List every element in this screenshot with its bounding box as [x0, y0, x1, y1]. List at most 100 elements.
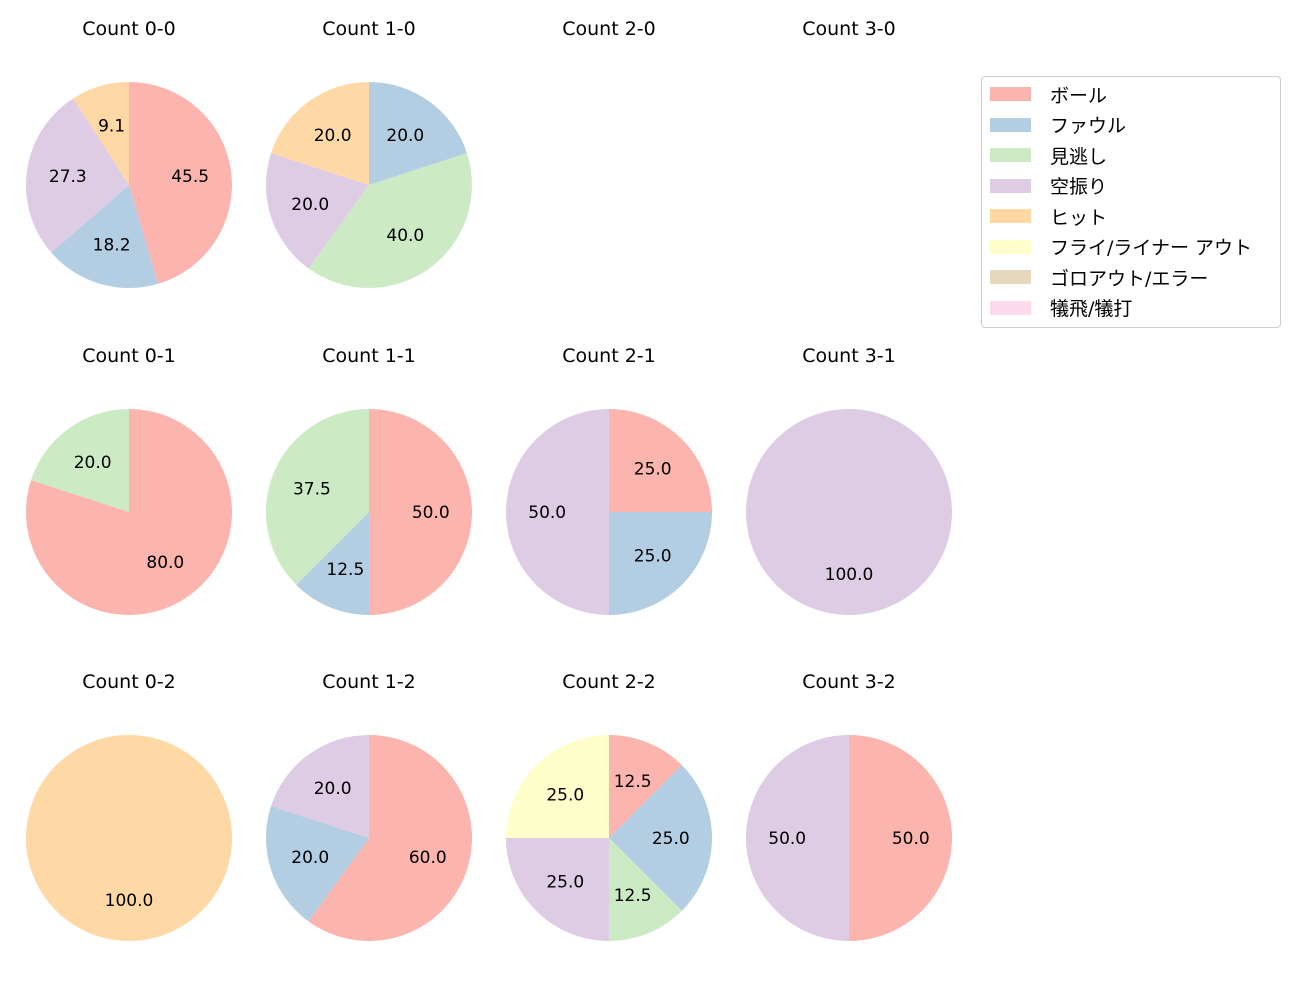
slice-label: 50.0 [892, 829, 930, 849]
pie-slice [506, 838, 609, 941]
legend: ボールファウル見逃し空振りヒットフライ/ライナー アウト ゴロアウト/エラー 犠飛/… [981, 76, 1281, 328]
pie-chart: Count 1-1 50.0 12.5 37.5 [266, 345, 472, 615]
pie-title: Count 2-1 [562, 345, 656, 367]
pie-slice [271, 735, 369, 838]
pie-slice [308, 153, 473, 288]
slice-label: 12.5 [326, 560, 364, 580]
pie-slice [746, 409, 952, 615]
legend-swatch [990, 117, 1031, 132]
pie-chart: Count 2-1 25.0 25.0 50.0 [506, 345, 712, 615]
legend-label: ヒット [1050, 206, 1108, 229]
legend-swatch [990, 178, 1031, 193]
pie-title: Count 2-0 [562, 18, 656, 40]
slice-label: 25.0 [634, 459, 672, 479]
legend-label: 犠飛/犠打 [1050, 298, 1133, 320]
pie-chart: Count 0-2 100.0 [26, 671, 232, 941]
legend-item: ファウル [990, 115, 1126, 137]
slice-label: 9.1 [98, 117, 125, 137]
pie-chart: Count 1-2 60.0 20.0 20.0 [266, 671, 473, 942]
slice-label: 50.0 [768, 829, 806, 849]
pie-slice [369, 82, 467, 185]
pie-slice [849, 735, 952, 941]
slice-label: 80.0 [146, 553, 184, 573]
slice-label: 20.0 [291, 848, 329, 868]
pie-chart: Count 3-0 [802, 18, 896, 40]
slice-label: 20.0 [74, 453, 112, 473]
pie-slice [266, 409, 369, 585]
slice-label: 25.0 [652, 829, 690, 849]
legend-item: 犠飛/犠打 [990, 298, 1132, 320]
pie-slice [746, 735, 849, 941]
pie-title: Count 3-1 [802, 345, 896, 367]
pie-slice [51, 185, 159, 288]
pie-chart: Count 3-2 50.0 50.0 [746, 671, 952, 941]
legend-label: ゴロアウト/エラー [1050, 267, 1209, 290]
legend-label: ボール [1050, 84, 1108, 107]
pie-title: Count 0-2 [82, 671, 176, 693]
pie-title: Count 3-0 [802, 18, 896, 40]
pie-title: Count 3-2 [802, 671, 896, 693]
pie-slice [308, 735, 473, 942]
pie-slice [609, 409, 712, 512]
pie-chart: Count 2-2 12.5 25.0 12.5 25.0 25.0 [506, 671, 712, 941]
legend-item: ゴロアウト/エラー [990, 267, 1208, 290]
legend-item: ヒット [990, 206, 1107, 229]
slice-label: 20.0 [314, 779, 352, 799]
legend-item: フライ/ライナー アウト [990, 237, 1252, 259]
slice-label: 18.2 [93, 235, 131, 255]
pie-chart: Count 0-0 45.5 18.2 27.3 9.1 [25, 18, 232, 288]
slice-label: 20.0 [291, 195, 329, 215]
slice-label: 25.0 [546, 873, 584, 893]
pie-slice [266, 153, 369, 269]
slice-label: 27.3 [49, 167, 87, 187]
legend-label: フライ/ライナー アウト [1050, 237, 1253, 259]
pie-slice [266, 806, 369, 922]
legend-label: ファウル [1050, 115, 1127, 137]
legend-item: 見逃し [990, 145, 1107, 168]
pie-slice [506, 735, 609, 838]
legend-swatch [990, 148, 1031, 162]
legend-label: 見逃し [1050, 145, 1108, 168]
pie-slice [609, 512, 712, 615]
pie-title: Count 1-1 [322, 345, 416, 367]
pie-slice [271, 82, 369, 185]
pie-slice [26, 735, 232, 941]
pie-slice [73, 82, 129, 185]
legend-swatch [990, 300, 1031, 315]
pie-slice [609, 838, 682, 941]
slice-label: 50.0 [528, 503, 566, 523]
pie-chart: Count 1-0 20.0 40.0 20.0 20.0 [266, 18, 473, 288]
pie-slice [506, 409, 609, 615]
legend-swatch [990, 209, 1031, 223]
pie-title: Count 1-2 [322, 671, 416, 693]
slice-label: 20.0 [314, 126, 352, 146]
pie-chart: Count 0-1 80.0 20.0 [26, 345, 233, 615]
slice-label: 25.0 [634, 547, 672, 567]
legend-swatch [990, 239, 1031, 254]
pie-slice [609, 765, 712, 911]
slice-label: 50.0 [412, 503, 450, 523]
slice-label: 25.0 [546, 785, 584, 805]
legend-swatch [990, 270, 1031, 284]
slice-label: 12.5 [614, 772, 652, 792]
pie-title: Count 0-0 [82, 18, 176, 40]
pie-slice [31, 409, 129, 512]
slice-label: 40.0 [386, 226, 424, 246]
legend-item: ボール [990, 84, 1107, 107]
pie-slice [296, 512, 369, 615]
pie-slice [26, 409, 233, 615]
slice-label: 20.0 [386, 126, 424, 146]
slice-label: 12.5 [614, 886, 652, 906]
pie-slice [609, 735, 682, 838]
legend-swatch [990, 87, 1031, 101]
slice-label: 100.0 [825, 565, 874, 585]
pie-chart: Count 2-0 [562, 18, 656, 40]
pie-title: Count 1-0 [322, 18, 416, 40]
pie-chart: Count 3-1 100.0 [746, 345, 952, 615]
pie-title: Count 2-2 [562, 671, 656, 693]
pie-slice [129, 82, 232, 284]
pie-title: Count 0-1 [82, 345, 176, 367]
legend-item: 空振り [990, 176, 1107, 198]
